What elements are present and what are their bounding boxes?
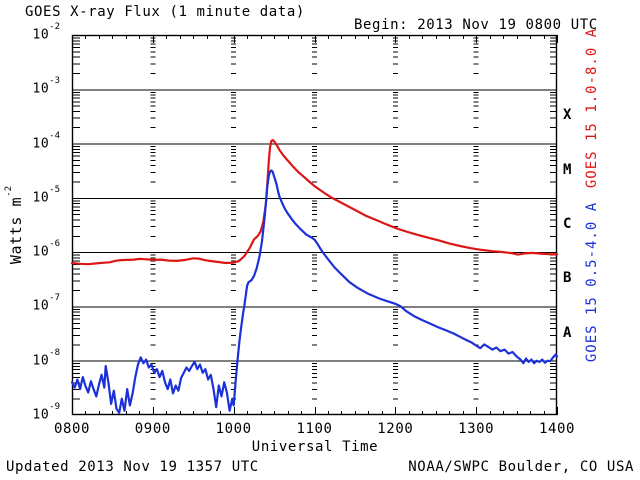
credit-text: NOAA/SWPC Boulder, CO USA	[408, 459, 634, 475]
grid-and-ticks	[72, 35, 558, 415]
y-tick-label: 10-5	[32, 184, 61, 206]
y-tick-label: 10-3	[32, 76, 61, 97]
y-tick-label: 10-7	[32, 293, 61, 314]
flare-class-letter-x: X	[563, 107, 572, 124]
y-tick-label: 10-4	[32, 130, 61, 151]
updated-timestamp: Updated 2013 Nov 19 1357 UTC	[6, 459, 259, 475]
flare-class-letter-a: A	[563, 324, 572, 341]
y-tick-label: 10-9	[32, 401, 61, 423]
begin-timestamp: Begin: 2013 Nov 19 0800 UTC	[354, 17, 598, 33]
x-tick-label: 1400	[538, 421, 576, 437]
x-axis-label: Universal Time	[251, 439, 379, 455]
x-tick-label: 1200	[377, 421, 414, 437]
x-tick-label: 0800	[53, 421, 91, 437]
plot-frame	[71, 34, 558, 416]
chart-title: GOES X-ray Flux (1 minute data)	[25, 4, 305, 20]
x-tick-label: 1000	[215, 421, 252, 437]
x-tick-label: 1100	[296, 421, 333, 437]
long-channel-label: GOES 15 1.0-8.0 A	[584, 28, 600, 189]
y-tick-label: 10-8	[32, 347, 61, 369]
y-tick-label: 10-2	[32, 21, 61, 43]
series-line-long-xray	[70, 139, 559, 266]
short-channel-label: GOES 15 0.5-4.0 A	[584, 201, 600, 363]
x-tick-label: 1300	[458, 421, 495, 437]
flare-class-letter-m: M	[563, 161, 572, 178]
series-line-short-xray	[70, 169, 559, 414]
x-tick-label: 0900	[134, 421, 171, 437]
flare-class-letter-b: B	[563, 270, 572, 287]
flare-class-letter-c: C	[563, 216, 572, 232]
y-tick-label: 10-6	[32, 239, 61, 260]
